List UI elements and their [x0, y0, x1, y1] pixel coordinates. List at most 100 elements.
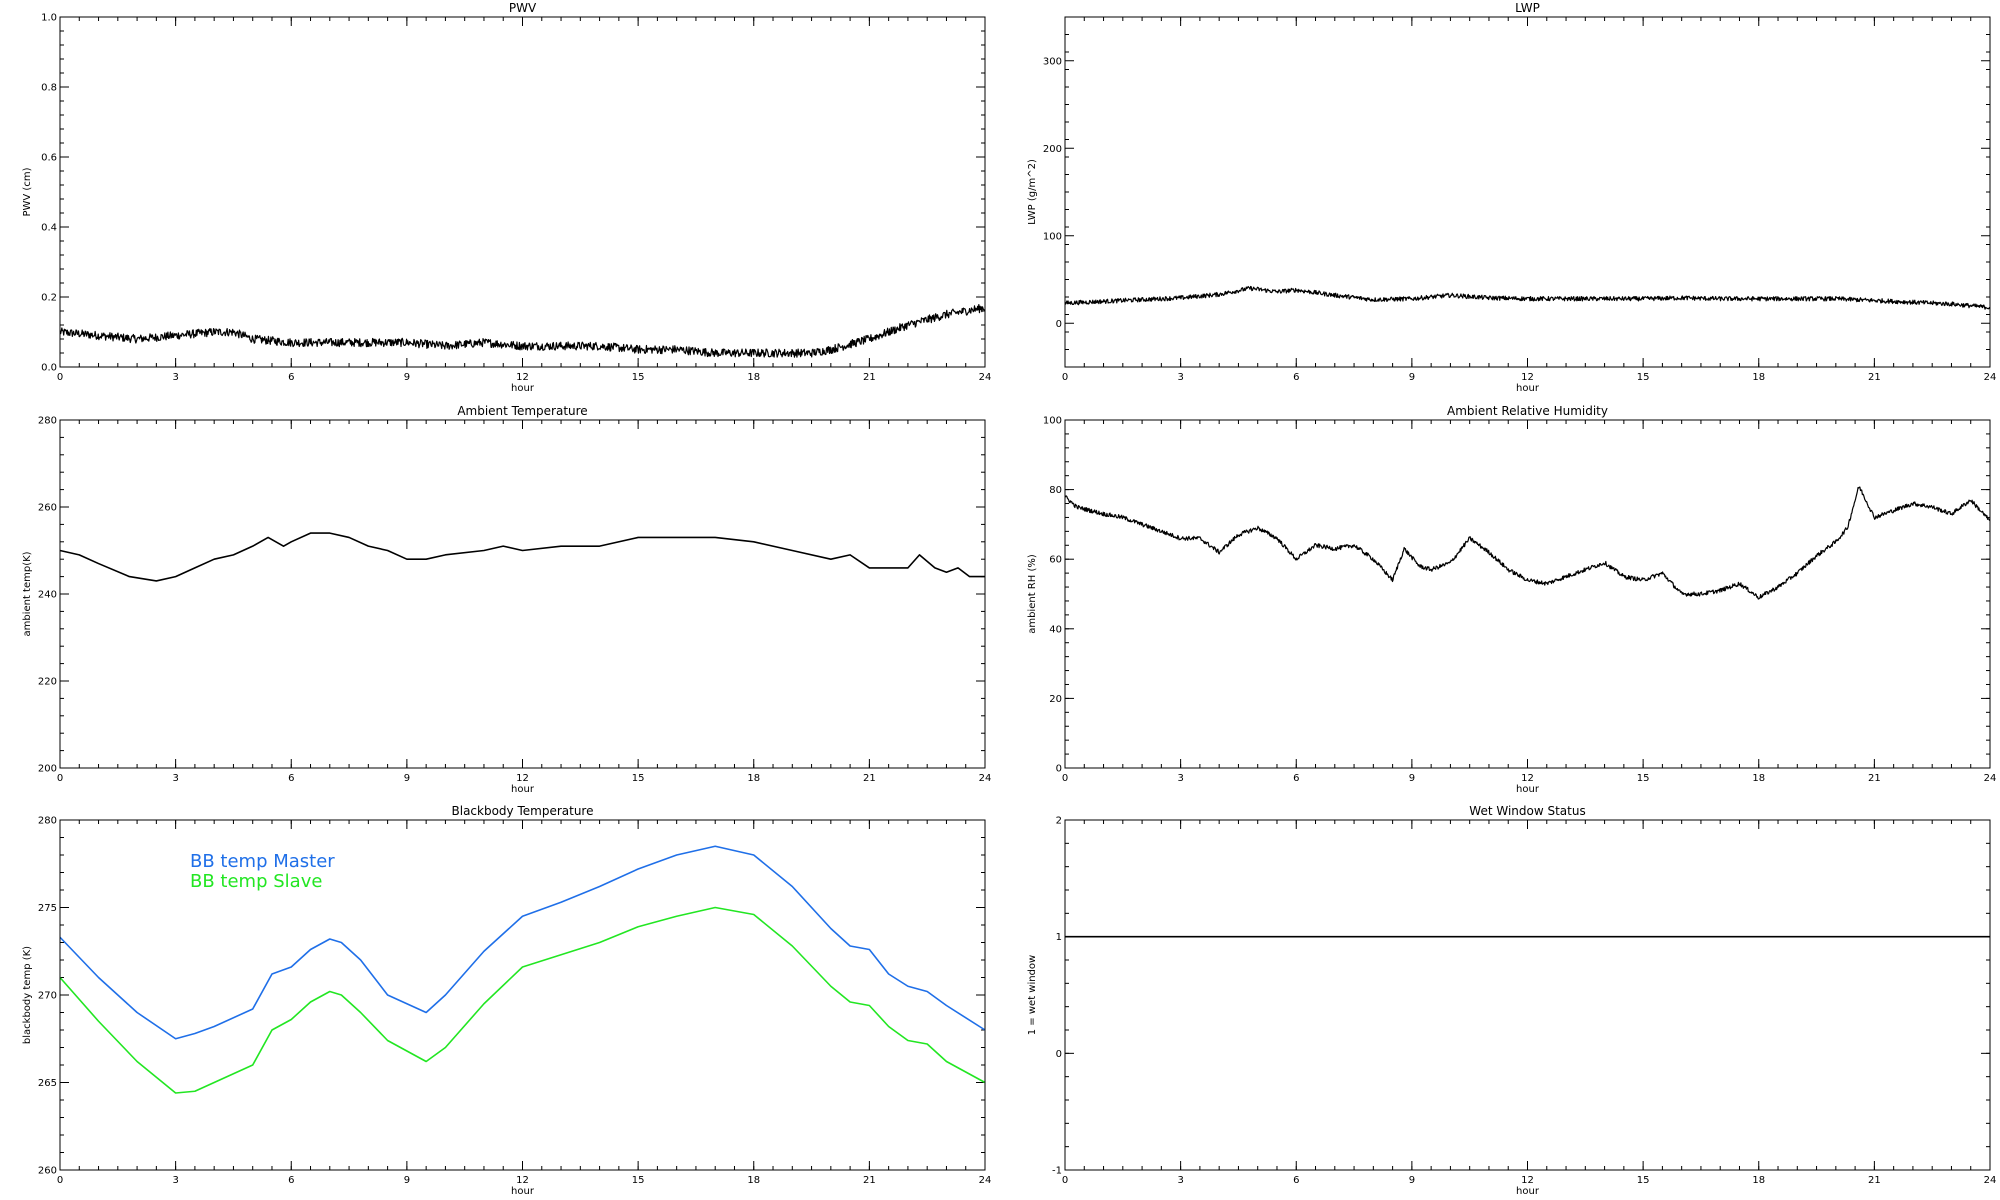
x-tick-label: 15 [1637, 773, 1650, 784]
x-axis-label: hour [1516, 1186, 1540, 1197]
y-tick-label: 200 [1043, 144, 1062, 155]
y-tick-label: 40 [1049, 624, 1062, 635]
y-tick-label: 0.0 [41, 363, 57, 374]
x-tick-label: 12 [1521, 773, 1534, 784]
y-axis-label: PWV (cm) [22, 167, 33, 216]
x-tick-label: 24 [1984, 1175, 1997, 1186]
y-tick-label: 0 [1056, 319, 1062, 330]
x-tick-label: 18 [1752, 372, 1765, 383]
y-axis-label: blackbody temp (K) [22, 946, 33, 1044]
x-axis-label: hour [1516, 383, 1540, 394]
x-tick-label: 0 [1062, 372, 1068, 383]
y-tick-label: 265 [38, 1078, 57, 1089]
y-tick-label: 280 [38, 816, 57, 827]
y-tick-label: 100 [1043, 231, 1062, 242]
plot-frame [59, 16, 986, 368]
y-tick-label: 275 [38, 903, 57, 914]
y-axis-label: LWP (g/m^2) [1027, 159, 1038, 225]
chart-title: Wet Window Status [1469, 804, 1585, 818]
chart-title: Ambient Relative Humidity [1447, 404, 1608, 418]
y-tick-label: -1 [1052, 1166, 1062, 1177]
x-tick-label: 3 [1177, 773, 1183, 784]
x-tick-label: 9 [404, 773, 410, 784]
chart-title: LWP [1515, 1, 1540, 15]
series-line-1 [59, 532, 985, 582]
y-tick-label: 60 [1049, 555, 1062, 566]
x-tick-label: 21 [863, 1175, 876, 1186]
y-tick-label: 220 [38, 677, 57, 688]
x-tick-label: 21 [863, 773, 876, 784]
x-tick-label: 9 [1409, 773, 1415, 784]
y-tick-label: 240 [38, 590, 57, 601]
y-tick-label: 0.6 [41, 153, 57, 164]
y-tick-label: 0 [1056, 1049, 1062, 1060]
x-tick-label: 9 [404, 372, 410, 383]
x-tick-label: 18 [747, 1175, 760, 1186]
x-tick-label: 15 [632, 1175, 645, 1186]
x-tick-label: 6 [288, 773, 294, 784]
y-tick-label: 270 [38, 991, 57, 1002]
x-tick-label: 24 [979, 372, 992, 383]
x-tick-label: 15 [1637, 372, 1650, 383]
x-tick-label: 18 [1752, 1175, 1765, 1186]
x-tick-label: 3 [1177, 372, 1183, 383]
chart-panel-4: Ambient Relative Humidity 0 3 6 9 12 15 18 21 24 0… [1027, 404, 1996, 795]
series-line-1 [1064, 486, 1991, 600]
x-tick-label: 24 [979, 773, 992, 784]
y-tick-label: 20 [1049, 694, 1062, 705]
y-tick-label: 260 [38, 503, 57, 514]
y-tick-label: 1 [1056, 932, 1062, 943]
x-tick-label: 12 [1521, 1175, 1534, 1186]
legend-entry: BB temp Master [190, 851, 335, 872]
x-tick-label: 6 [1293, 773, 1299, 784]
x-tick-label: 0 [57, 372, 63, 383]
chart-title: PWV [509, 1, 537, 15]
y-tick-label: 280 [38, 416, 57, 427]
x-tick-label: 9 [1409, 1175, 1415, 1186]
y-tick-label: 200 [38, 764, 57, 775]
x-axis-label: hour [511, 1186, 535, 1197]
x-tick-label: 12 [516, 372, 529, 383]
y-tick-label: 2 [1056, 816, 1062, 827]
plot-frame [59, 419, 986, 769]
plot-frame [1064, 16, 1991, 368]
chart-title: Ambient Temperature [457, 404, 587, 418]
y-tick-label: 0.4 [41, 223, 57, 234]
plot-frame [59, 819, 986, 1171]
x-tick-label: 3 [172, 1175, 178, 1186]
chart-panel-3: Ambient Temperature 0 3 6 9 12 15 18 21 24 200 220 2… [22, 404, 991, 795]
x-axis-label: hour [511, 383, 535, 394]
y-axis-label: ambient RH (%) [1027, 554, 1038, 634]
y-tick-label: 0.8 [41, 83, 57, 94]
x-tick-label: 0 [57, 1175, 63, 1186]
series-line-1 [1064, 285, 1991, 310]
x-tick-label: 9 [1409, 372, 1415, 383]
x-tick-label: 0 [57, 773, 63, 784]
x-tick-label: 21 [1868, 372, 1881, 383]
x-tick-label: 0 [1062, 773, 1068, 784]
y-tick-label: 0 [1056, 764, 1062, 775]
x-tick-label: 3 [172, 372, 178, 383]
chart-panel-2: LWP 0 3 6 9 12 15 18 21 24 0 100 200 300 hour LWP (g/m^… [1027, 1, 1996, 394]
x-axis-label: hour [1516, 784, 1540, 795]
y-tick-label: 1.0 [41, 13, 57, 24]
x-tick-label: 3 [1177, 1175, 1183, 1186]
y-axis-label: 1 = wet window [1027, 955, 1038, 1035]
chart-title: Blackbody Temperature [452, 804, 594, 818]
y-tick-label: 260 [38, 1166, 57, 1177]
x-tick-label: 21 [1868, 1175, 1881, 1186]
y-tick-label: 100 [1043, 416, 1062, 427]
x-tick-label: 9 [404, 1175, 410, 1186]
x-tick-label: 24 [1984, 773, 1997, 784]
chart-panel-5: Blackbody Temperature 0 3 6 9 12 15 18 21 24 260 26… [22, 804, 991, 1197]
x-tick-label: 12 [516, 1175, 529, 1186]
plot-frame [1064, 819, 1991, 1171]
x-axis-label: hour [511, 784, 535, 795]
legend-entry: BB temp Slave [190, 871, 322, 892]
plot-frame [1064, 419, 1991, 769]
x-tick-label: 6 [288, 1175, 294, 1186]
x-tick-label: 15 [1637, 1175, 1650, 1186]
y-tick-label: 300 [1043, 56, 1062, 67]
x-tick-label: 24 [1984, 372, 1997, 383]
